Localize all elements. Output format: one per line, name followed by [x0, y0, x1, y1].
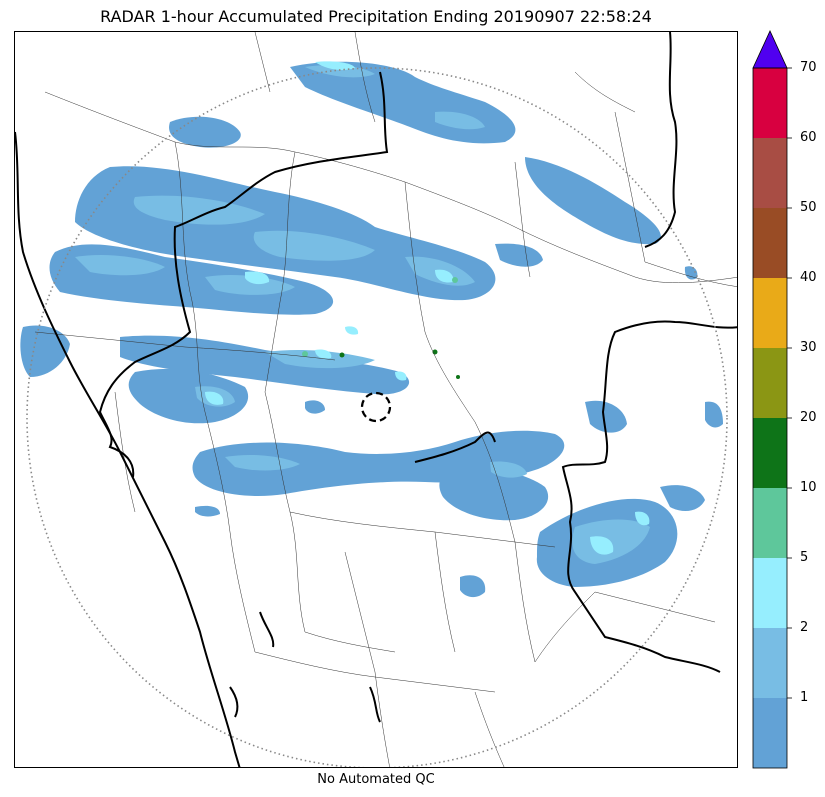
colorbar-tick-label: 2	[800, 620, 809, 635]
colorbar-tick-label: 30	[800, 340, 817, 355]
radar-center-marker	[360, 391, 392, 423]
precip-green	[302, 277, 460, 379]
colorbar-tick-label: 5	[800, 550, 809, 565]
precip-heavy	[205, 61, 650, 555]
map-canvas	[15, 32, 737, 767]
state-boundaries	[15, 32, 737, 767]
colorbar-tick-label: 40	[800, 270, 817, 285]
colorbar-segment	[753, 208, 787, 278]
colorbar-segment	[753, 558, 787, 628]
colorbar-extend-arrow	[752, 30, 788, 69]
range-ring	[26, 67, 728, 767]
colorbar-segment	[753, 628, 787, 698]
colorbar-tick-label: 50	[800, 200, 817, 215]
colorbar-segment	[753, 278, 787, 348]
precip-moderate	[75, 64, 650, 564]
colorbar-segment	[753, 138, 787, 208]
precip-light	[20, 61, 723, 598]
colorbar-tick-label: 70	[800, 60, 817, 75]
colorbar-segment	[753, 698, 787, 768]
colorbar-tick-label: 1	[800, 690, 809, 705]
plot-title: RADAR 1-hour Accumulated Precipitation E…	[100, 7, 652, 26]
colorbar-segment	[753, 348, 787, 418]
colorbar-tick-label: 20	[800, 410, 817, 425]
colorbar-svg	[752, 30, 792, 769]
radar-map[interactable]	[14, 31, 738, 768]
qc-label: No Automated QC	[317, 772, 435, 787]
colorbar-segment	[753, 68, 787, 138]
colorbar-tick-label: 10	[800, 480, 817, 495]
colorbar-tick-label: 60	[800, 130, 817, 145]
colorbar-segment	[753, 418, 787, 488]
colorbar: 1 2 5 10 20 30 40 50 60 70	[752, 30, 822, 770]
colorbar-segment	[753, 488, 787, 558]
district-boundaries	[34, 32, 737, 767]
